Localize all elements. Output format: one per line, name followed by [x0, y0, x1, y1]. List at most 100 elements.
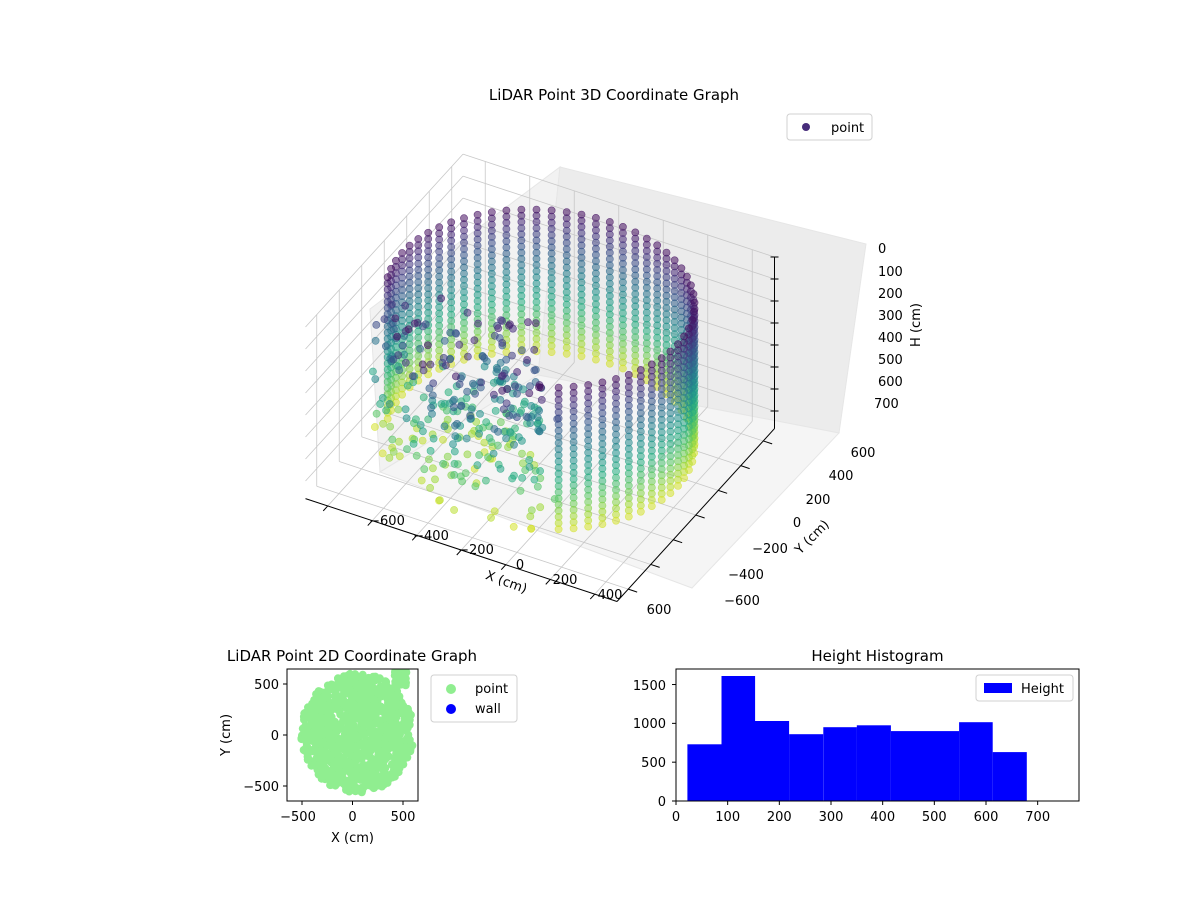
point-marker [473, 461, 482, 470]
point-marker [344, 748, 353, 757]
point-marker [451, 432, 460, 440]
point-marker [636, 507, 645, 516]
y-tick-labels-3d: −600 −400 −200 0 200 400 600 [724, 446, 875, 609]
point-marker [510, 440, 518, 449]
point-marker [394, 405, 403, 414]
z-tick-label: 0 [878, 242, 886, 257]
point-marker [525, 456, 534, 464]
point-marker [335, 767, 344, 776]
point-marker [346, 775, 355, 784]
z-tick-label: 700 [874, 397, 899, 412]
point-marker [487, 349, 496, 358]
point-marker [322, 748, 331, 757]
z-tick-label: 200 [878, 287, 903, 302]
point-marker [513, 368, 521, 376]
point-marker [520, 397, 529, 406]
point-marker [326, 773, 335, 782]
point-marker [527, 401, 536, 410]
point-marker [411, 415, 420, 424]
point-marker [444, 388, 453, 397]
x-tick-label: 700 [1025, 810, 1050, 825]
point-marker [468, 379, 477, 388]
point-marker [439, 353, 448, 362]
z-tick-label: 500 [878, 353, 903, 368]
point-marker [450, 459, 459, 468]
point-marker [484, 453, 492, 462]
legend-label-height: Height [1021, 682, 1064, 697]
point-marker [530, 366, 539, 375]
z-tick-label: 400 [878, 331, 903, 346]
grid-line [462, 307, 775, 412]
point-marker [417, 476, 426, 485]
point-marker [547, 348, 556, 356]
point-marker [496, 464, 505, 473]
point-marker [519, 459, 527, 468]
point-marker [408, 372, 417, 380]
point-marker [494, 324, 503, 333]
point-marker [457, 401, 466, 410]
point-marker [316, 756, 325, 765]
point-marker [451, 372, 460, 381]
point-marker [360, 745, 369, 754]
point-marker [439, 435, 447, 444]
point-marker [474, 319, 482, 328]
point-marker [346, 741, 355, 750]
point-marker [450, 447, 459, 456]
point-marker [381, 722, 390, 731]
hist-bar [856, 725, 891, 801]
x-tick-label: −400 [413, 529, 449, 544]
y-tick-label: 1000 [633, 717, 666, 732]
point-marker [401, 358, 410, 367]
point-marker [339, 736, 348, 745]
point-marker [385, 400, 394, 408]
point-marker [476, 409, 484, 418]
point-marker [525, 462, 534, 471]
y-tick-label: −400 [728, 568, 764, 583]
point-marker [487, 513, 495, 522]
hist-bars [687, 676, 1027, 801]
point-marker [426, 446, 435, 455]
point-marker [524, 318, 532, 327]
point-marker [463, 387, 471, 396]
point-marker [440, 336, 449, 345]
point-marker [412, 451, 421, 460]
point-marker [443, 415, 452, 424]
point-marker [453, 419, 461, 428]
point-marker [394, 351, 403, 359]
point-marker [403, 445, 411, 453]
point-marker [300, 734, 308, 743]
legend-label-wall: wall [475, 702, 501, 717]
x-tick [456, 549, 462, 556]
point-marker [383, 414, 392, 423]
point-marker [419, 393, 428, 402]
point-marker [385, 453, 394, 462]
point-marker [441, 361, 450, 370]
y-tick [650, 563, 660, 568]
point-marker [389, 355, 398, 364]
point-marker [463, 352, 472, 361]
legend-marker-point [802, 123, 810, 131]
point-marker [329, 683, 338, 692]
point-marker [437, 400, 446, 408]
point-marker [371, 719, 380, 728]
point-marker [391, 691, 400, 700]
point-marker [449, 403, 458, 412]
point-marker [452, 329, 460, 338]
point-marker [390, 743, 399, 752]
point-marker [530, 475, 539, 484]
z-axis-label-3d: H (cm) [909, 303, 924, 347]
point-marker [379, 419, 387, 428]
y-tick-label: 0 [793, 516, 801, 531]
point-marker [431, 475, 439, 484]
point-marker [423, 341, 432, 350]
point-marker [358, 677, 367, 686]
point-marker [426, 483, 434, 492]
point-marker [526, 512, 535, 521]
chart3d-title: LiDAR Point 3D Coordinate Graph [489, 86, 739, 104]
point-marker [446, 355, 454, 364]
point-marker [505, 411, 514, 420]
point-marker [397, 708, 406, 717]
hist-y-ticks: 0 500 1000 1500 [633, 679, 676, 810]
hist-bar [890, 731, 925, 801]
point-marker [381, 342, 390, 351]
